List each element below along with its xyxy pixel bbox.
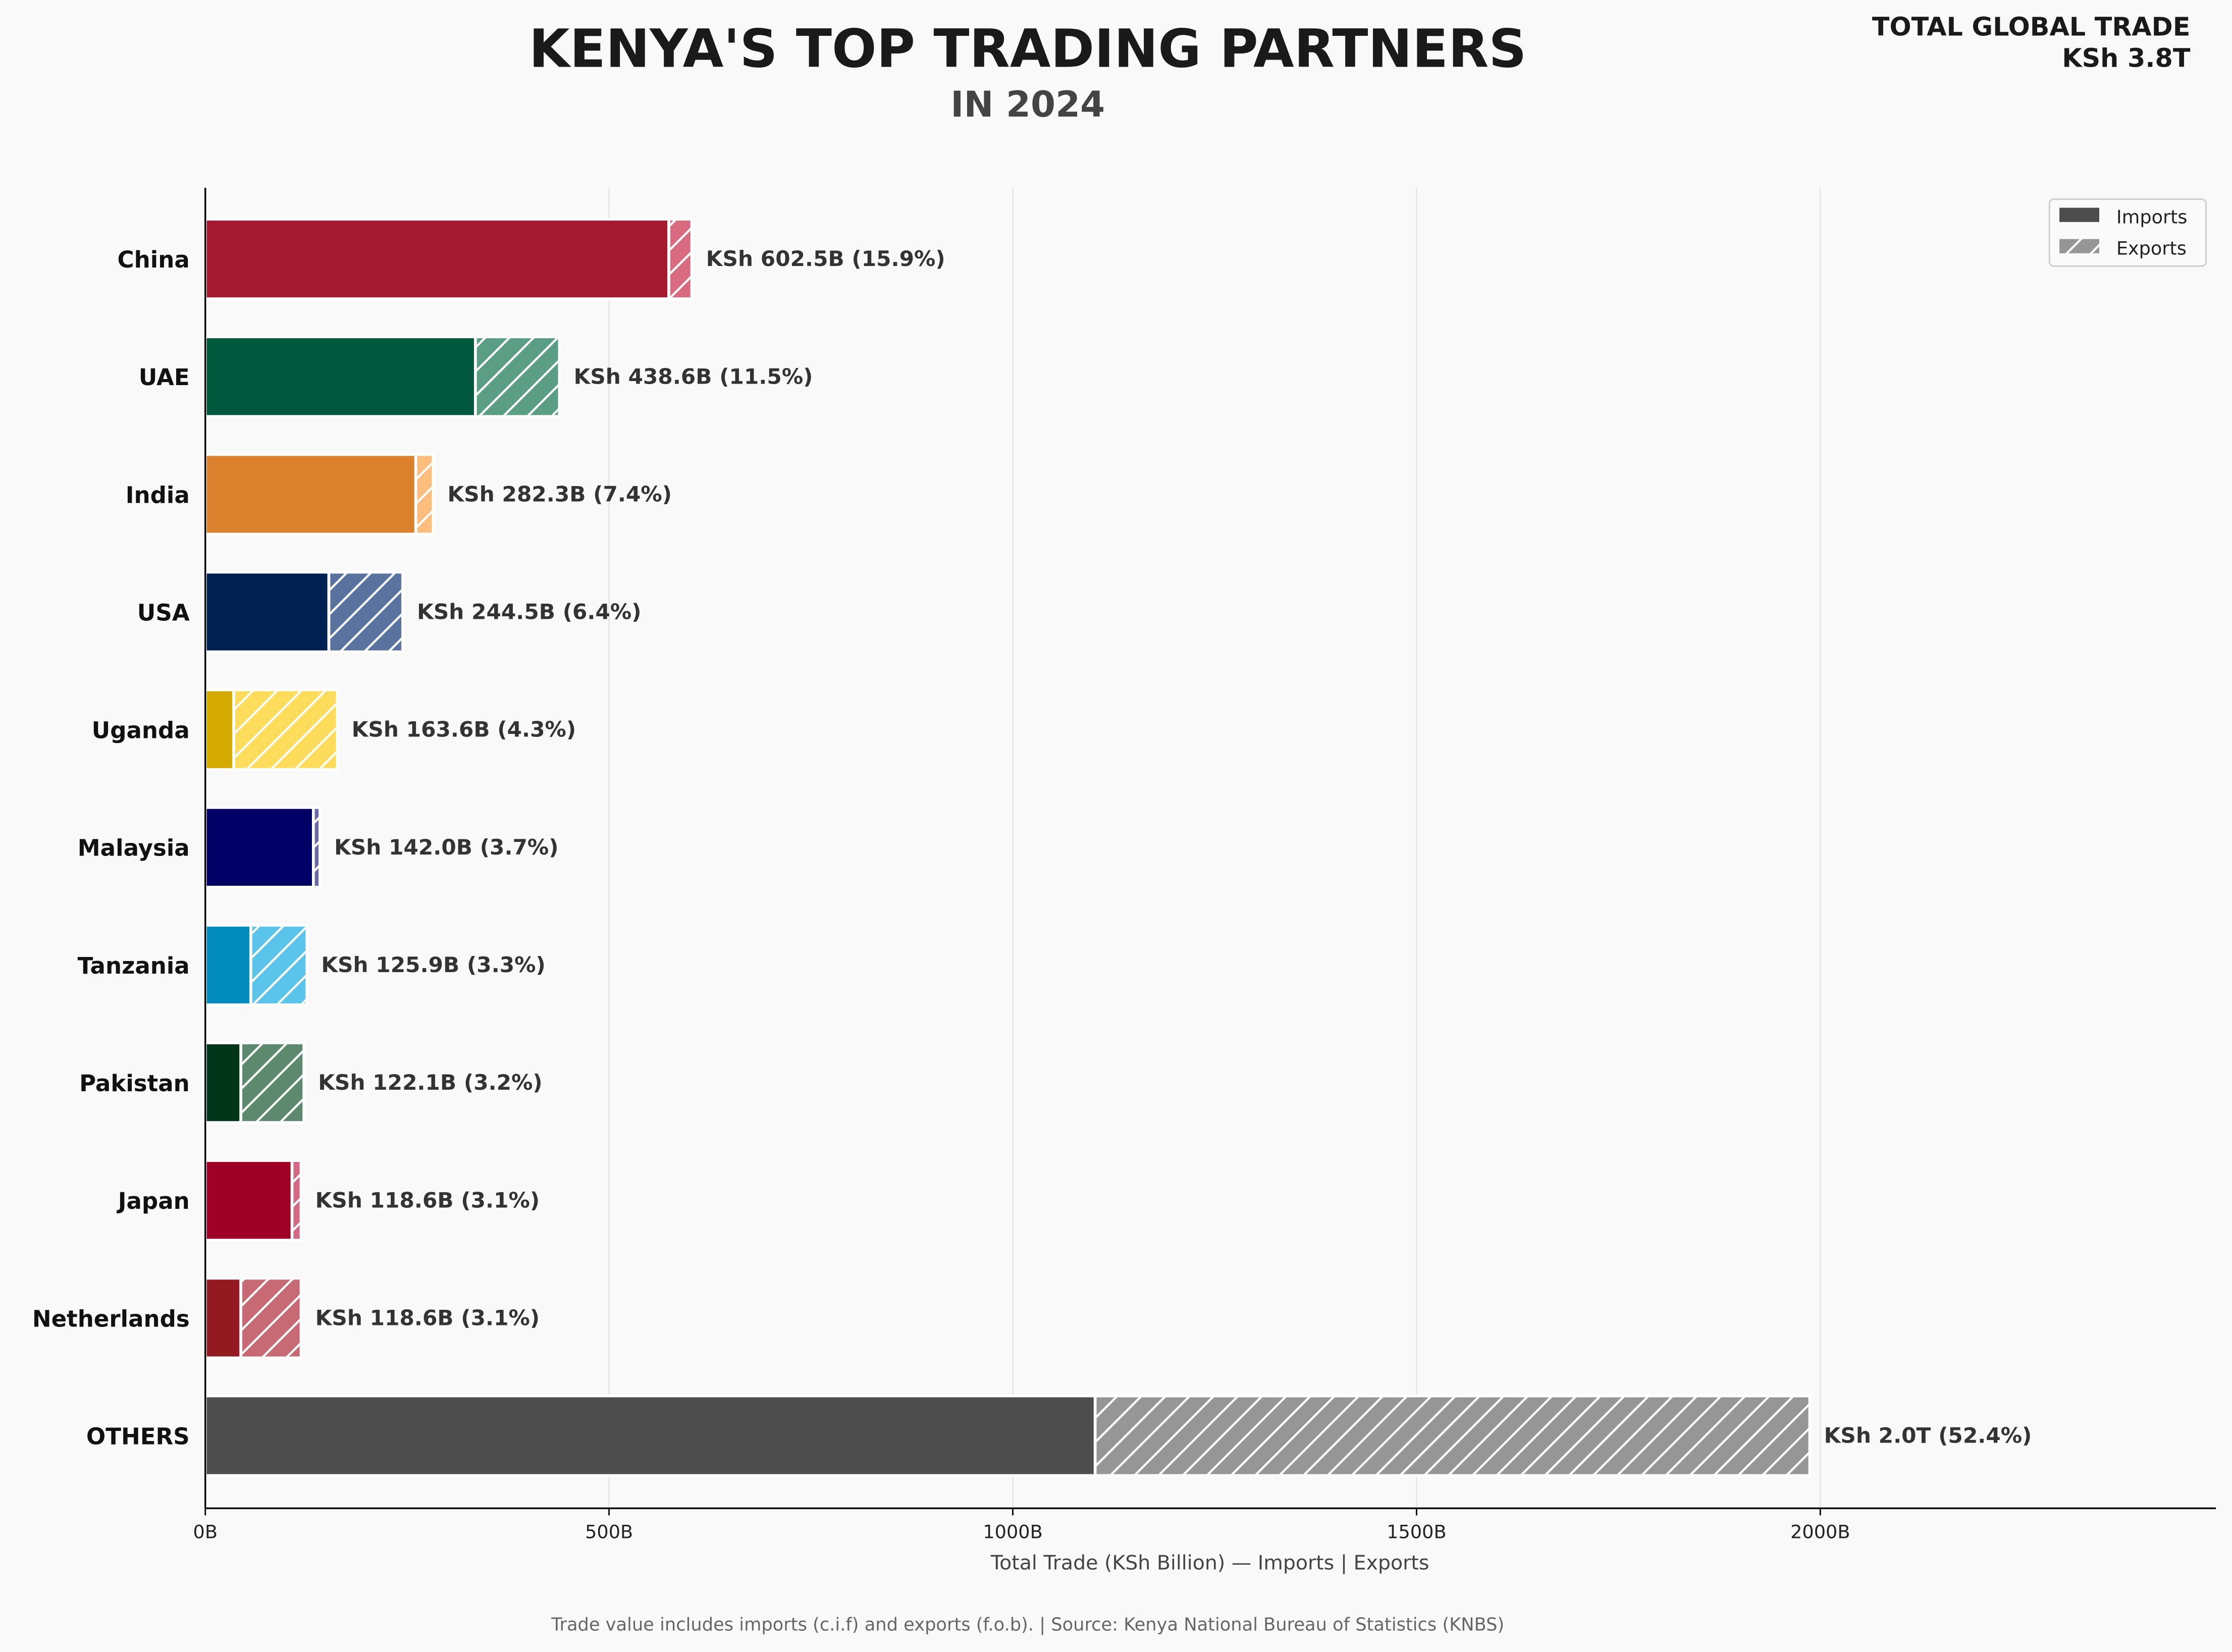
- chart-title: KENYA'S TOP TRADING PARTNERS: [529, 18, 1527, 79]
- bar-exports-malaysia: [311, 806, 322, 889]
- total-trade-value: KSh 3.8T: [2062, 43, 2191, 73]
- data-label: KSh 125.9B (3.3%): [321, 952, 545, 977]
- bar-exports-others: [1093, 1394, 1812, 1477]
- legend-exports-swatch: [2059, 239, 2100, 253]
- legend-imports: Imports: [2116, 206, 2188, 228]
- bar-exports-uae: [474, 335, 561, 418]
- category-label: India: [126, 482, 190, 508]
- category-label: Malaysia: [78, 835, 190, 862]
- category-label: UAE: [139, 364, 190, 391]
- category-label: Uganda: [92, 717, 190, 744]
- legend-imports-swatch: [2059, 207, 2100, 222]
- bar-exports-netherlands: [239, 1276, 303, 1360]
- category-label: China: [118, 246, 190, 273]
- category-label: Netherlands: [32, 1305, 190, 1332]
- bar-imports-tanzania: [203, 924, 252, 1006]
- x-tick-label: 0B: [193, 1521, 218, 1542]
- chart-subtitle: IN 2024: [950, 84, 1105, 125]
- x-tick-label: 2000B: [1790, 1521, 1850, 1542]
- bar-imports-pakistan: [203, 1041, 242, 1124]
- category-label: USA: [137, 599, 190, 626]
- bar-exports-tanzania: [249, 924, 308, 1006]
- bar-imports-japan: [203, 1159, 294, 1242]
- bar-imports-uganda: [203, 688, 235, 771]
- x-tick-label: 500B: [585, 1521, 633, 1542]
- legend-exports: Exports: [2116, 238, 2187, 259]
- category-label: Japan: [117, 1188, 190, 1214]
- bar-exports-pakistan: [239, 1041, 305, 1124]
- data-label: KSh 163.6B (4.3%): [352, 717, 576, 742]
- bar-imports-others: [203, 1394, 1097, 1477]
- legend: Imports Exports: [2048, 198, 2207, 267]
- x-tick-label: 1500B: [1387, 1521, 1446, 1542]
- bar-exports-usa: [327, 570, 404, 654]
- data-label: KSh 282.3B (7.4%): [448, 482, 672, 506]
- bar-exports-india: [414, 453, 435, 536]
- data-label: KSh 118.6B (3.1%): [315, 1305, 540, 1330]
- bar-imports-india: [203, 453, 417, 536]
- bar-exports-uganda: [232, 688, 339, 771]
- category-label: Pakistan: [79, 1070, 190, 1097]
- data-label: KSh 438.6B (11.5%): [574, 364, 813, 389]
- bar-imports-netherlands: [203, 1276, 242, 1360]
- bar-exports-japan: [290, 1159, 303, 1242]
- data-label: KSh 122.1B (3.2%): [318, 1070, 542, 1095]
- total-trade-label: TOTAL GLOBAL TRADE: [1872, 12, 2191, 41]
- category-label: OTHERS: [86, 1423, 190, 1450]
- data-label: KSh 118.6B (3.1%): [315, 1188, 540, 1212]
- data-label: KSh 244.5B (6.4%): [417, 600, 641, 624]
- category-label: Tanzania: [78, 952, 190, 979]
- x-tick-label: 1000B: [983, 1521, 1042, 1542]
- data-label: KSh 602.5B (15.9%): [706, 246, 945, 271]
- bar-imports-china: [203, 218, 670, 300]
- x-axis-label: Total Trade (KSh Billion) — Imports | Ex…: [990, 1551, 1429, 1574]
- data-label: KSh 142.0B (3.7%): [334, 835, 558, 860]
- data-label: KSh 2.0T (52.4%): [1824, 1423, 2032, 1448]
- bar-imports-uae: [203, 335, 477, 418]
- bar-imports-malaysia: [203, 806, 315, 889]
- bar-exports-china: [667, 218, 694, 300]
- footer-source: Trade value includes imports (c.i.f) and…: [551, 1615, 1504, 1635]
- bar-imports-usa: [203, 570, 331, 654]
